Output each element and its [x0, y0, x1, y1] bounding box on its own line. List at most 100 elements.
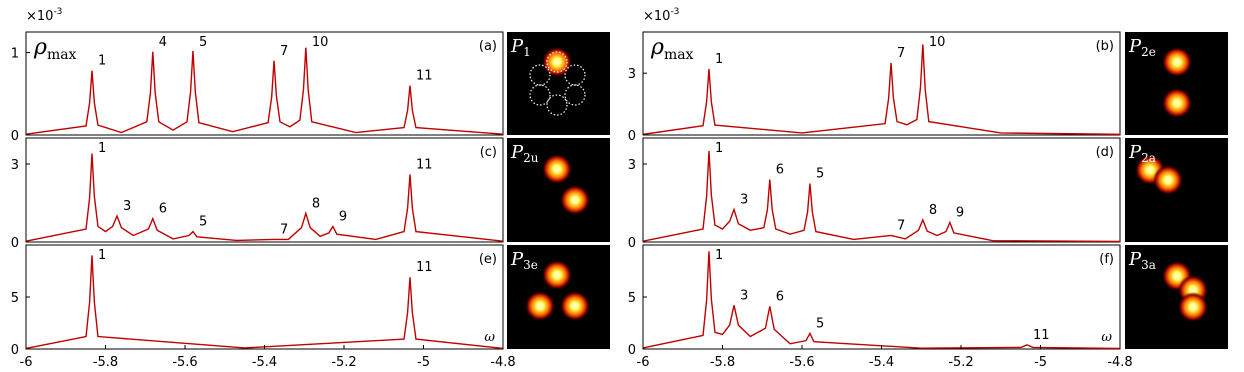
inset-ring — [529, 84, 551, 106]
y-tick-label: 0 — [628, 236, 636, 251]
data-line — [642, 150, 1121, 243]
x-tick-label: -4.8 — [1107, 355, 1132, 370]
peak-label: 5 — [816, 167, 824, 182]
inset-ring — [564, 64, 586, 86]
peak-label: 1 — [715, 248, 723, 263]
peak-label: 5 — [199, 215, 207, 230]
peak-label: 3 — [123, 199, 131, 214]
inset-spot — [542, 47, 572, 77]
y-tick-label: 5 — [628, 291, 636, 306]
plot-frame — [25, 31, 504, 136]
inset-spot — [542, 260, 572, 290]
plot-frame — [642, 31, 1121, 136]
peak-label: 1 — [715, 141, 723, 156]
y-tick-label: 0 — [628, 129, 636, 144]
inset-spot — [525, 291, 555, 321]
y-label-symbol: ρ — [650, 35, 664, 60]
peak-label: 1 — [98, 54, 106, 69]
panel: 0 3 1 3 6 5 7 8 9 11 (c) P2u — [11, 137, 610, 251]
inset-label: P2e — [1128, 36, 1156, 59]
inset-symbol: P — [510, 36, 524, 57]
multiplier-exponent: -3 — [53, 7, 62, 17]
inset-subscript: 2u — [523, 151, 539, 165]
panel-label: (d) — [1096, 145, 1114, 160]
inset-label: P1 — [510, 36, 531, 59]
peak-label: 9 — [339, 209, 347, 224]
panel-label: (c) — [480, 145, 497, 160]
peak-label: 6 — [159, 202, 167, 217]
x-tick-label: -5 — [417, 355, 430, 370]
inset-ring — [546, 51, 568, 73]
x-tick-label: -5.4 — [252, 355, 277, 370]
peak-label: 11 — [1033, 328, 1050, 343]
inset-ring — [529, 64, 551, 86]
y-multiplier: ×10-3 — [643, 7, 679, 24]
inset-spot — [560, 291, 590, 321]
y-tick-label: 0 — [11, 343, 19, 358]
panel-label: (e) — [479, 252, 497, 267]
plot-frame — [642, 137, 1121, 243]
panel-label: (f) — [1099, 252, 1114, 267]
x-tick-label: -6 — [637, 355, 650, 370]
peak-label: 4 — [159, 35, 167, 50]
peak-label: 9 — [956, 206, 964, 221]
x-tick-label: -5 — [1034, 355, 1047, 370]
panel: 0 3 1 7 10 (b) ρmax ×10-3 P2e — [628, 7, 1228, 144]
peak-label: 7 — [280, 222, 288, 237]
peak-label: 6 — [776, 289, 784, 304]
peak-label: 1 — [98, 141, 106, 156]
x-label: ω — [484, 330, 495, 345]
peak-label: 8 — [312, 196, 320, 211]
peak-label: 10 — [929, 35, 946, 50]
inset-symbol: P — [1128, 36, 1142, 57]
y-tick-label: 3 — [628, 67, 636, 82]
peak-label: 11 — [416, 69, 433, 84]
peak-label: 5 — [816, 316, 824, 331]
inset-spot — [542, 154, 572, 184]
inset-symbol: P — [510, 142, 524, 163]
inset-subscript: 3a — [1141, 258, 1156, 272]
y-label: ρmax — [650, 35, 694, 63]
x-tick-label: -5.8 — [93, 355, 118, 370]
peak-label: 3 — [740, 288, 748, 303]
y-tick-label: 3 — [11, 158, 19, 173]
y-tick-label: 0 — [11, 236, 19, 251]
data-line — [642, 44, 1121, 136]
inset-ring — [564, 84, 586, 106]
panel: 0 3 1 3 6 5 7 8 9 (d) P2a — [628, 137, 1228, 251]
peak-label: 11 — [416, 260, 433, 275]
inset-spot — [1153, 165, 1183, 195]
y-label: ρmax — [33, 35, 77, 63]
inset-symbol: P — [510, 249, 524, 270]
inset-label: P3a — [1128, 249, 1156, 272]
y-tick-label: 5 — [11, 291, 19, 306]
inset-spot — [1162, 47, 1192, 77]
y-multiplier: ×10-3 — [26, 7, 62, 24]
x-tick-label: -6 — [20, 355, 33, 370]
y-label-symbol: ρ — [33, 35, 47, 60]
inset-ring — [546, 94, 568, 116]
plot-frame — [25, 137, 504, 243]
peak-label: 8 — [929, 203, 937, 218]
inset-symbol: P — [1128, 249, 1142, 270]
data-line — [25, 153, 504, 242]
y-label-subscript: max — [664, 47, 694, 63]
plot-frame — [642, 244, 1121, 350]
x-tick-label: -5.2 — [331, 355, 356, 370]
inset-subscript: 2a — [1141, 151, 1156, 165]
x-tick-label: -5.8 — [710, 355, 735, 370]
inset-symbol: P — [1128, 142, 1142, 163]
panel-label: (b) — [1096, 39, 1114, 54]
x-label: ω — [1101, 330, 1112, 345]
inset-label: P2u — [510, 142, 539, 165]
peak-label: 11 — [416, 157, 433, 172]
plot-frame — [25, 244, 504, 350]
x-tick-label: -5.4 — [869, 355, 894, 370]
peak-label: 3 — [740, 193, 748, 208]
x-tick-label: -4.8 — [490, 355, 515, 370]
x-tick-label: -5.6 — [789, 355, 814, 370]
peak-label: 6 — [776, 163, 784, 178]
inset-spot — [560, 185, 590, 215]
